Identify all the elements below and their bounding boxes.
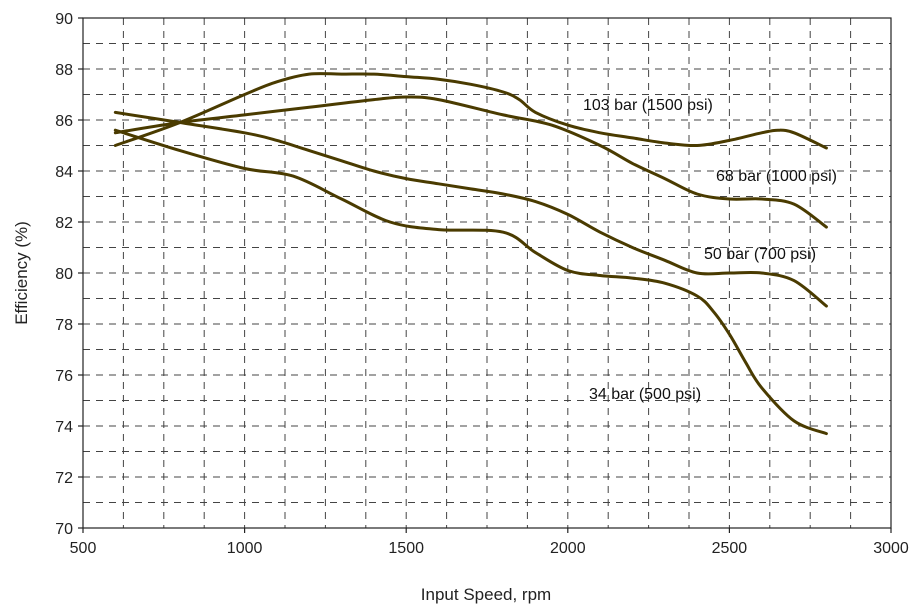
axes bbox=[78, 17, 892, 533]
y-axis-title: Efficiency (%) bbox=[12, 221, 31, 325]
y-tick-label: 90 bbox=[55, 11, 73, 28]
y-tick-label: 74 bbox=[55, 419, 73, 436]
tick-labels: 500 1000 1500 2000 2500 3000 70 72 74 76 78 80 82 84 8… bbox=[55, 11, 909, 557]
x-tick-label: 3000 bbox=[873, 540, 909, 557]
x-tick-label: 1500 bbox=[388, 540, 424, 557]
x-tick-label: 500 bbox=[70, 540, 97, 557]
series-line bbox=[113, 110, 828, 308]
series-label: 68 bar (1000 psi) bbox=[716, 168, 837, 185]
series-label: 50 bar (700 psi) bbox=[704, 246, 816, 263]
series-label: 34 bar (500 psi) bbox=[589, 386, 701, 403]
series-line bbox=[113, 128, 828, 436]
x-axis-title: Input Speed, rpm bbox=[421, 585, 551, 604]
y-tick-label: 78 bbox=[55, 317, 73, 334]
y-tick-label: 72 bbox=[55, 470, 73, 487]
x-tick-label: 2000 bbox=[550, 540, 586, 557]
x-tick-label: 2500 bbox=[712, 540, 748, 557]
grid bbox=[83, 18, 891, 528]
y-tick-label: 84 bbox=[55, 164, 73, 181]
y-tick-label: 80 bbox=[55, 266, 73, 283]
series-line bbox=[113, 72, 828, 150]
series-line bbox=[113, 95, 828, 229]
x-tick-label: 1000 bbox=[227, 540, 263, 557]
y-tick-label: 82 bbox=[55, 215, 73, 232]
series-lines bbox=[113, 72, 828, 436]
y-tick-label: 86 bbox=[55, 113, 73, 130]
y-tick-label: 70 bbox=[55, 521, 73, 538]
series-label: 103 bar (1500 psi) bbox=[583, 97, 713, 114]
y-tick-label: 76 bbox=[55, 368, 73, 385]
y-tick-label: 88 bbox=[55, 62, 73, 79]
series-labels: 103 bar (1500 psi) 68 bar (1000 psi) 50 ba… bbox=[583, 97, 837, 403]
